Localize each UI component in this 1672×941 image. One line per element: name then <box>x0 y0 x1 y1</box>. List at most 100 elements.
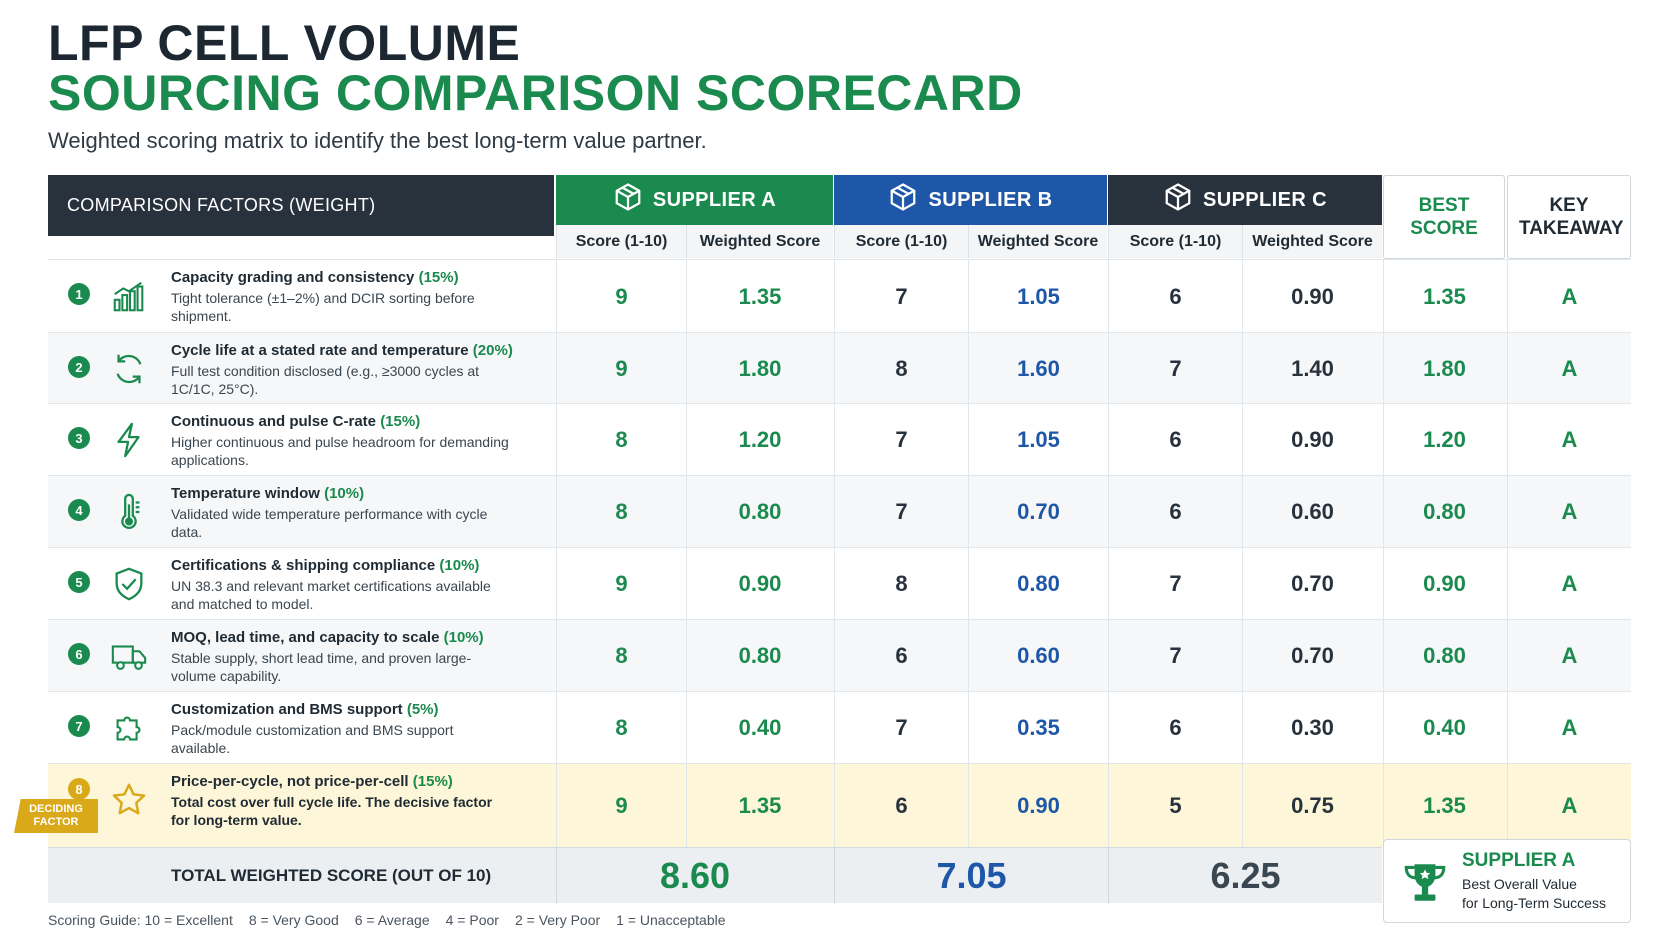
supplier-a-label: SUPPLIER A <box>652 188 777 211</box>
supplier-a-score: 8 <box>556 476 686 548</box>
supplier-c-weighted: 0.70 <box>1242 548 1382 620</box>
supplier-c-weighted: 0.70 <box>1242 620 1382 692</box>
supplier-c-weighted: 0.90 <box>1242 260 1382 333</box>
supplier-a-weighted: 1.35 <box>686 764 833 848</box>
best-score-cell: 0.80 <box>1383 620 1505 692</box>
supplier-a-score: 8 <box>556 620 686 692</box>
thermometer-icon <box>110 493 148 531</box>
supplier-a-score: 8 <box>556 692 686 764</box>
supplier-b-score: 8 <box>834 548 968 620</box>
factor-description: Validated wide temperature performance w… <box>171 506 488 540</box>
row-number-badge: 4 <box>68 499 90 521</box>
total-row: TOTAL WEIGHTED SCORE (OUT OF 10) 8.60 7.… <box>48 847 1382 904</box>
box-icon <box>888 182 918 218</box>
supplier-b-score: 6 <box>834 620 968 692</box>
best-score-cell: 1.20 <box>1383 404 1505 476</box>
table-row: 2 Cycle life at a stated rate and tempera… <box>48 332 1631 404</box>
factor-weight: (15%) <box>418 269 459 286</box>
total-supplier-a: 8.60 <box>556 848 833 904</box>
guide-item: 4 = Poor <box>445 912 499 928</box>
factor-title: Continuous and pulse C-rate (15%) <box>171 413 421 430</box>
supplier-b-weighted: 0.90 <box>968 764 1108 848</box>
a-weighted-header: Weighted Score <box>686 225 833 258</box>
puzzle-icon <box>110 709 148 747</box>
winner-card: SUPPLIER A Best Overall Value for Long-T… <box>1383 839 1631 923</box>
key-takeaway-header: KEY TAKEAWAY <box>1507 175 1631 259</box>
table-row: 3 Continuous and pulse C-rate (15%) Higher… <box>48 403 1631 476</box>
supplier-c-header: SUPPLIER C <box>1108 175 1382 225</box>
supplier-c-score: 6 <box>1108 260 1242 333</box>
key-takeaway-cell: A <box>1507 333 1631 404</box>
factor-title: Temperature window (10%) <box>171 485 365 502</box>
trophy-icon <box>1400 858 1450 908</box>
supplier-a-score: 9 <box>556 260 686 333</box>
supplier-a-score: 9 <box>556 764 686 848</box>
supplier-a-weighted: 0.80 <box>686 620 833 692</box>
deciding-factor-badge: DECIDING FACTOR <box>14 799 98 833</box>
key-takeaway-cell: A <box>1507 692 1631 764</box>
factor-description: Stable supply, short lead time, and prov… <box>171 650 472 684</box>
row-number-badge: 5 <box>68 571 90 593</box>
b-score-header: Score (1-10) <box>834 225 968 258</box>
supplier-b-score: 7 <box>834 404 968 476</box>
factor-description: UN 38.3 and relevant market certificatio… <box>171 578 491 612</box>
supplier-c-score: 7 <box>1108 548 1242 620</box>
supplier-b-score: 7 <box>834 476 968 548</box>
best-score-cell: 1.80 <box>1383 333 1505 404</box>
box-icon <box>613 182 643 218</box>
supplier-a-header: SUPPLIER A <box>556 175 833 225</box>
guide-item: Scoring Guide: 10 = Excellent <box>48 912 233 928</box>
supplier-b-label: SUPPLIER B <box>928 188 1053 211</box>
total-label: TOTAL WEIGHTED SCORE (OUT OF 10) <box>171 866 492 885</box>
truck-icon <box>110 637 148 675</box>
winner-line1: Best Overall Value <box>1462 876 1577 892</box>
supplier-a-weighted: 1.35 <box>686 260 833 333</box>
total-supplier-c: 6.25 <box>1108 848 1382 904</box>
supplier-b-header: SUPPLIER B <box>834 175 1107 225</box>
row-number-badge: 1 <box>68 283 90 305</box>
supplier-c-weighted: 0.75 <box>1242 764 1382 848</box>
supplier-b-score: 8 <box>834 333 968 404</box>
key-takeaway-cell: A <box>1507 476 1631 548</box>
supplier-c-score: 7 <box>1108 620 1242 692</box>
guide-item: 2 = Very Poor <box>514 912 601 928</box>
table-row: 8 DECIDING FACTOR Price-per-cycle, not pri… <box>14 763 1631 848</box>
supplier-b-score: 6 <box>834 764 968 848</box>
supplier-b-score: 7 <box>834 692 968 764</box>
row-number-badge: 7 <box>68 715 90 737</box>
best-score-cell: 1.35 <box>1383 764 1505 848</box>
factor-description: Higher continuous and pulse headroom for… <box>171 434 509 468</box>
row-number-badge: 3 <box>68 427 90 449</box>
page-subtitle: Weighted scoring matrix to identify the … <box>48 128 707 153</box>
supplier-b-weighted: 0.35 <box>968 692 1108 764</box>
scoring-guide: Scoring Guide: 10 = Excellent 8 = Very G… <box>48 912 726 928</box>
best-score-cell: 0.90 <box>1383 548 1505 620</box>
factor-title: MOQ, lead time, and capacity to scale (1… <box>171 629 484 646</box>
supplier-b-weighted: 1.05 <box>968 404 1108 476</box>
star-icon <box>110 781 148 819</box>
supplier-c-weighted: 0.60 <box>1242 476 1382 548</box>
key-takeaway-cell: A <box>1507 404 1631 476</box>
page-title-line1: LFP CELL VOLUME <box>48 15 521 71</box>
factor-description: Tight tolerance (±1–2%) and DCIR sorting… <box>171 290 475 324</box>
factor-description: Pack/module customization and BMS suppor… <box>171 722 454 756</box>
table-row: 6 MOQ, lead time, and capacity to scale (… <box>48 619 1631 692</box>
supplier-c-score: 5 <box>1108 764 1242 848</box>
factor-weight: (10%) <box>443 629 484 646</box>
supplier-c-score: 6 <box>1108 476 1242 548</box>
supplier-a-score: 9 <box>556 333 686 404</box>
table-row: 5 Certifications & shipping compliance (1… <box>48 547 1631 620</box>
supplier-c-score: 6 <box>1108 692 1242 764</box>
supplier-a-score: 8 <box>556 404 686 476</box>
b-weighted-header: Weighted Score <box>968 225 1107 258</box>
c-score-header: Score (1-10) <box>1108 225 1242 258</box>
page-title-line2: SOURCING COMPARISON SCORECARD <box>48 65 1023 121</box>
supplier-b-weighted: 0.60 <box>968 620 1108 692</box>
row-number-badge: 2 <box>68 356 90 378</box>
supplier-c-score: 7 <box>1108 333 1242 404</box>
supplier-b-weighted: 1.60 <box>968 333 1108 404</box>
supplier-c-weighted: 1.40 <box>1242 333 1382 404</box>
factors-header: COMPARISON FACTORS (WEIGHT) <box>48 175 554 236</box>
total-supplier-b: 7.05 <box>834 848 1108 904</box>
supplier-a-weighted: 1.20 <box>686 404 833 476</box>
